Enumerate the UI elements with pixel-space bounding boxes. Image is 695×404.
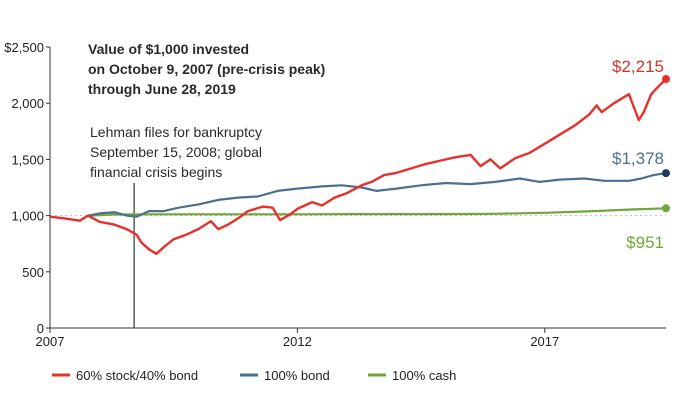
chart-title-line-1: Value of $1,000 invested xyxy=(88,41,249,57)
legend-label-cash: 100% cash xyxy=(392,368,456,383)
end-label-cash: $951 xyxy=(626,233,664,252)
x-tick-label-1: 2012 xyxy=(283,334,312,349)
y-tick-label-0: 0 xyxy=(37,321,44,336)
y-tick-label-3: 1,500 xyxy=(11,152,44,167)
series-end-marker-2 xyxy=(662,204,670,213)
series-end-marker-0 xyxy=(662,75,670,84)
annotation-line-3: financial crisis begins xyxy=(90,164,222,180)
y-tick-label-2: 1,000 xyxy=(11,209,44,224)
legend-label-stock-bond: 60% stock/40% bond xyxy=(76,368,198,383)
series-end-markers xyxy=(662,75,670,213)
y-axis-ticks: 0 500 1,000 1,500 2,000 $2,500 xyxy=(4,40,51,336)
end-label-bond: $1,378 xyxy=(612,149,664,168)
chart-title-line-3: through June 28, 2019 xyxy=(88,81,236,97)
y-tick-label-1: 500 xyxy=(22,265,44,280)
y-tick-label-4: 2,000 xyxy=(11,96,44,111)
x-tick-label-2: 2017 xyxy=(530,334,559,349)
annotation-line-2: September 15, 2008; global xyxy=(90,144,262,160)
end-label-stock-bond: $2,215 xyxy=(612,57,664,76)
series-end-marker-1 xyxy=(662,169,670,178)
series-lines xyxy=(49,78,667,255)
x-axis-ticks: 2007 2012 2017 xyxy=(36,328,559,349)
series-line-1 xyxy=(87,172,667,218)
series-line-2 xyxy=(88,207,667,217)
legend-label-bond: 100% bond xyxy=(264,368,330,383)
chart-title-line-2: on October 9, 2007 (pre-crisis peak) xyxy=(88,61,325,77)
y-tick-label-5: $2,500 xyxy=(4,40,44,55)
legend: 60% stock/40% bond 100% bond 100% cash xyxy=(52,368,456,383)
series-line-0 xyxy=(49,78,667,255)
x-tick-label-0: 2007 xyxy=(36,334,65,349)
annotation-line-1: Lehman files for bankruptcy xyxy=(90,124,262,140)
